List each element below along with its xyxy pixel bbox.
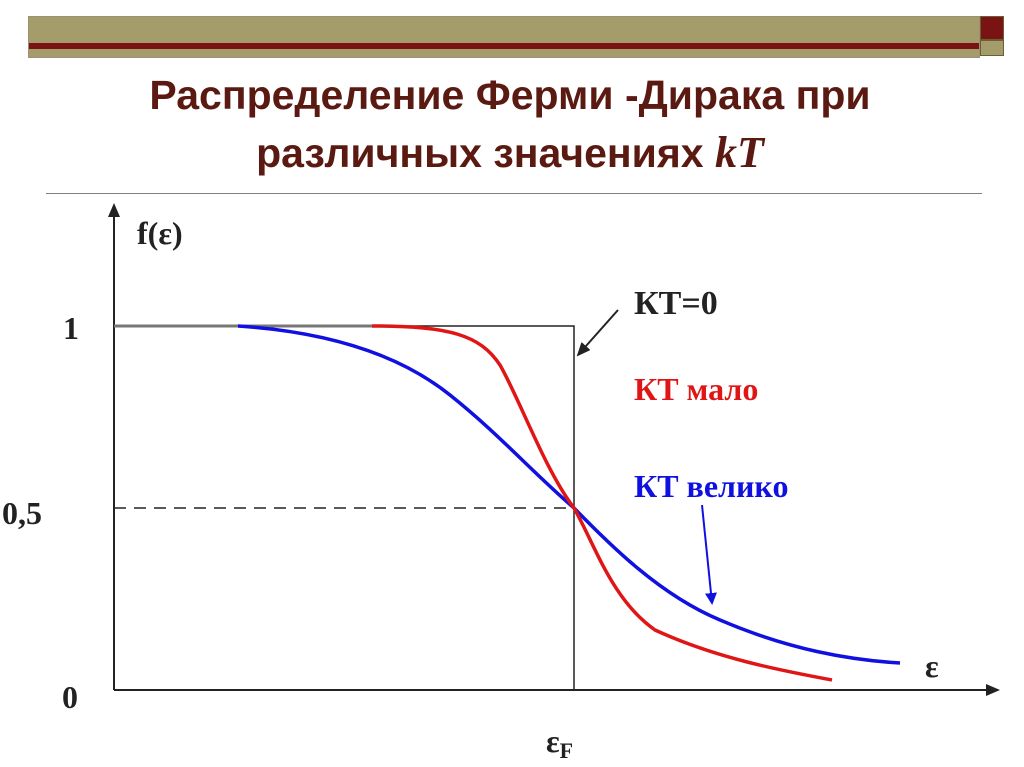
kt-large-callout-arrow [701, 504, 717, 605]
kt-small-curve [371, 324, 833, 682]
title-line-2-text: различных значениях [256, 130, 715, 176]
fermi-energy-subscript: F [560, 738, 573, 763]
header-bar-stripe [29, 43, 979, 49]
tick-zero: 0 [62, 679, 78, 715]
tick-one: 1 [63, 310, 79, 346]
title-line-2: различных значениях kT [30, 124, 990, 182]
title-line-1: Распределение Ферми -Дирака при [149, 72, 871, 118]
kt-large-curve [237, 324, 901, 665]
x-axis-label: ε [925, 648, 939, 684]
fermi-energy-symbol: ε [546, 723, 560, 759]
header-bar [28, 16, 980, 58]
kt0-callout-arrow [576, 309, 619, 357]
legend-kt-large: КТ велико [634, 468, 788, 504]
fermi-energy-label: εF [546, 723, 573, 763]
legend-kt-small: КТ мало [634, 371, 758, 407]
slide-title: Распределение Ферми -Дирака при различны… [30, 66, 990, 182]
tick-half: 0,5 [2, 495, 42, 531]
corner-square-dark [980, 16, 1004, 40]
corner-square-light [980, 40, 1004, 56]
title-kt: kT [714, 128, 764, 177]
legend-kt0: КТ=0 [634, 285, 718, 322]
title-divider [46, 193, 982, 194]
y-axis-label: f(ε) [137, 215, 183, 251]
